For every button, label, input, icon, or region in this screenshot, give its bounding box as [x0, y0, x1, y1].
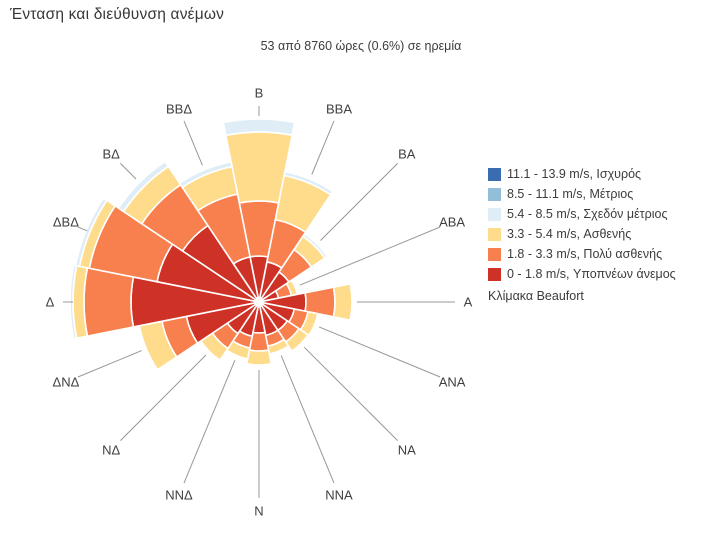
- leader-line-ΔΝΔ: [77, 350, 142, 378]
- rose-sector-ΒΒΔ[interactable]: [178, 160, 233, 189]
- leader-line-ΒΔ: [120, 163, 137, 180]
- leader-line-ΝΝΑ: [280, 355, 335, 484]
- direction-label-Δ: Δ: [46, 295, 55, 310]
- leader-line-ΝΔ: [120, 354, 207, 441]
- direction-label-ΑΒΑ: ΑΒΑ: [439, 215, 465, 230]
- legend-item: 8.5 - 11.1 m/s, Μέτριος: [488, 184, 676, 204]
- direction-label-Α: Α: [464, 295, 473, 310]
- rose-sector-ΒΒΑ[interactable]: [283, 170, 334, 196]
- direction-label-ΔΒΔ: ΔΒΔ: [53, 215, 79, 230]
- leader-line-ΝΝΔ: [183, 360, 236, 484]
- legend-swatch-icon: [488, 227, 501, 241]
- legend-swatch-icon: [488, 187, 501, 201]
- legend-item: 1.8 - 3.3 m/s, Πολύ ασθενής: [488, 244, 676, 264]
- rose-sector-ΒΑ[interactable]: [302, 233, 328, 259]
- direction-label-ΒΒΑ: ΒΒΑ: [326, 101, 352, 116]
- chart-title: Ένταση και διεύθυνση ανέμων: [10, 6, 225, 23]
- direction-label-ΔΝΔ: ΔΝΔ: [53, 375, 80, 390]
- legend-swatch-icon: [488, 207, 501, 221]
- direction-label-ΝΔ: ΝΔ: [102, 442, 120, 457]
- rose-sector-Δ[interactable]: [83, 267, 135, 337]
- leader-line-ΔΒΔ: [77, 226, 88, 232]
- legend-item-label: 5.4 - 8.5 m/s, Σχεδόν μέτριος: [507, 207, 668, 221]
- rose-sector-Β[interactable]: [222, 118, 296, 137]
- legend-item-label: 11.1 - 13.9 m/s, Ισχυρός: [507, 167, 642, 181]
- direction-label-Ν: Ν: [254, 504, 263, 519]
- direction-label-ΝΝΔ: ΝΝΔ: [165, 488, 193, 503]
- legend-swatch-icon: [488, 267, 501, 281]
- rose-sector-Ν[interactable]: [245, 349, 273, 366]
- direction-label-ΝΑ: ΝΑ: [398, 442, 416, 457]
- legend-item-label: 1.8 - 3.3 m/s, Πολύ ασθενής: [507, 247, 663, 261]
- legend-item: 5.4 - 8.5 m/s, Σχεδόν μέτριος: [488, 204, 676, 224]
- direction-label-ΝΝΑ: ΝΝΑ: [325, 488, 353, 503]
- direction-label-Β: Β: [255, 86, 264, 101]
- direction-label-ΒΑ: ΒΑ: [398, 147, 416, 162]
- leader-line-ΑΒΑ: [299, 226, 441, 286]
- legend-swatch-icon: [488, 167, 501, 181]
- rose-sector-ΔΒΔ[interactable]: [74, 197, 108, 268]
- legend-item: 11.1 - 13.9 m/s, Ισχυρός: [488, 164, 676, 184]
- legend-item-label: 3.3 - 5.4 m/s, Ασθενής: [507, 227, 632, 241]
- rose-sector-ΒΔ[interactable]: [117, 160, 170, 213]
- legend-item: 3.3 - 5.4 m/s, Ασθενής: [488, 224, 676, 244]
- leader-line-ΒΑ: [320, 163, 398, 241]
- direction-label-ΒΒΔ: ΒΒΔ: [166, 101, 192, 116]
- leader-line-ΒΒΑ: [311, 120, 335, 175]
- leader-line-ΝΑ: [303, 346, 398, 441]
- legend-title: Κλίμακα Beaufort: [488, 289, 584, 303]
- legend-item: 0 - 1.8 m/s, Υποπνέων άνεμος: [488, 264, 676, 284]
- chart-subtitle: 53 από 8760 ώρες (0.6%) σε ηρεμία: [260, 39, 462, 53]
- direction-label-ΑΝΑ: ΑΝΑ: [439, 375, 466, 390]
- legend-swatch-icon: [488, 247, 501, 261]
- leader-line-ΒΒΔ: [183, 120, 203, 166]
- legend-item-label: 0 - 1.8 m/s, Υποπνέων άνεμος: [507, 267, 676, 281]
- leader-line-ΑΝΑ: [318, 326, 441, 378]
- legend-item-label: 8.5 - 11.1 m/s, Μέτριος: [507, 187, 634, 201]
- rose-sector-Α[interactable]: [332, 283, 353, 321]
- beaufort-legend: 11.1 - 13.9 m/s, Ισχυρός 8.5 - 11.1 m/s, …: [488, 164, 676, 284]
- direction-label-ΒΔ: ΒΔ: [103, 147, 121, 162]
